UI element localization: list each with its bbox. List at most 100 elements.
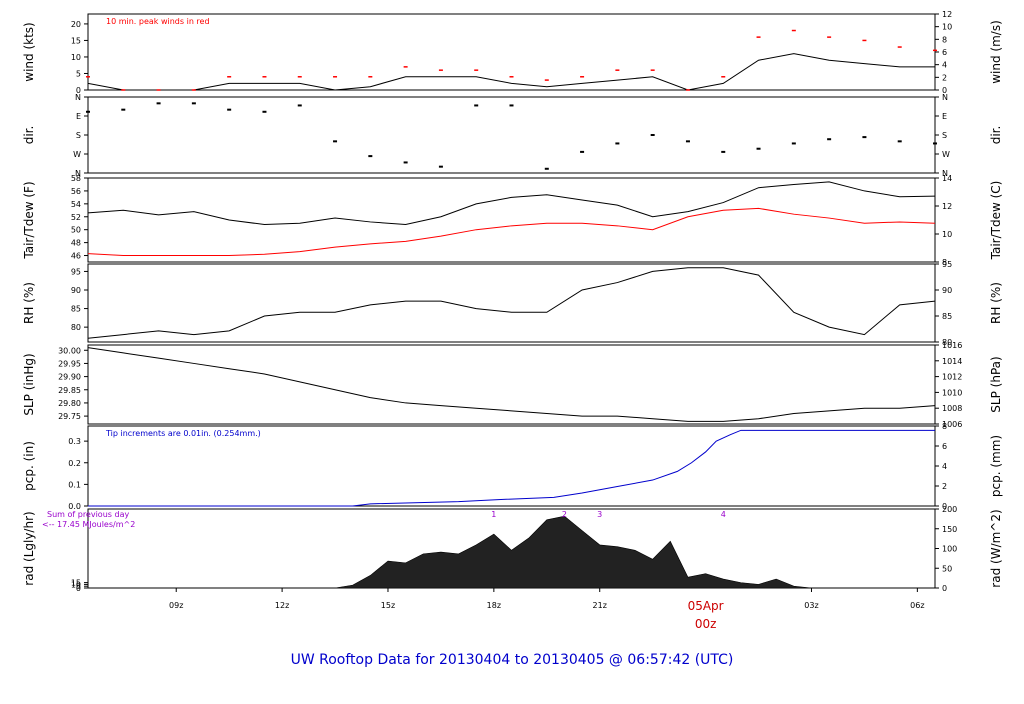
pcp-ylabel-left: pcp. (in)	[22, 441, 36, 491]
dir-point	[156, 102, 161, 105]
slp-ylabel-right: SLP (hPa)	[989, 356, 1003, 412]
rad-hour-mark: 3	[597, 510, 602, 519]
dir-left-tick-label: N	[75, 169, 81, 178]
wind-right-tick-label: 10	[942, 23, 952, 32]
rh-frame	[87, 263, 936, 343]
slp-left-tick-label: 29.75	[58, 412, 81, 421]
pcp-frame	[87, 425, 936, 507]
rad-hour-mark: 2	[562, 510, 567, 519]
wind-left-tick-label: 15	[71, 36, 81, 45]
wind-annotation: 10 min. peak winds in red	[106, 17, 210, 26]
rad-left-tick-label: 10	[71, 580, 81, 589]
slp-right-tick-label: 1010	[942, 388, 962, 397]
wind-left-tick-label: 20	[71, 20, 81, 29]
dir-point	[262, 110, 267, 113]
dir-point	[897, 140, 902, 143]
temp-series-line	[87, 207, 936, 257]
dir-point	[933, 142, 937, 145]
slp-left-tick-label: 29.85	[58, 386, 81, 395]
pcp-series-line	[88, 429, 935, 507]
slp-left-tick-label: 29.80	[58, 399, 81, 408]
pcp-right-tick-label: 8	[942, 422, 947, 431]
dir-ylabel-right: dir.	[989, 126, 1003, 145]
rh-ylabel-right: RH (%)	[989, 282, 1003, 324]
wind-frame	[87, 13, 936, 91]
dir-right-tick-label: E	[942, 112, 947, 121]
pcp-ylabel-right: pcp. (mm)	[989, 435, 1003, 497]
rad-left-tick-label: 0	[76, 584, 81, 593]
rad-note-line: Sum of previous day	[47, 510, 129, 519]
temp-series-line	[87, 181, 936, 226]
rh-left-tick-label: 95	[71, 267, 81, 276]
rad-hour-mark: 4	[721, 510, 726, 519]
temp-left-tick-label: 46	[71, 252, 81, 261]
dir-point	[685, 140, 690, 143]
rh-right-tick-label: 95	[942, 260, 952, 269]
wind-ylabel-right: wind (m/s)	[989, 20, 1003, 84]
rh-left-tick-label: 85	[71, 305, 81, 314]
dir-point	[791, 142, 796, 145]
x-tick-label: 12z	[275, 601, 289, 610]
rad-ylabel-left: rad (Lgly/hr)	[22, 511, 36, 585]
x-tick-label: 18z	[487, 601, 501, 610]
dir-point	[368, 155, 373, 158]
pcp-right-tick-label: 4	[942, 462, 947, 471]
slp-panel: 29.75 29.80 29.85 29.90 29.95 30.00 1006 1008 10…	[22, 341, 1003, 429]
rad-left-tick-label: 5	[76, 582, 81, 591]
dir-point	[650, 134, 655, 136]
wind-left-tick-label: 0	[76, 86, 81, 95]
temp-right-tick-label: 14	[942, 174, 952, 183]
rad-area	[334, 515, 812, 589]
pcp-left-tick-label: 0.0	[68, 502, 81, 511]
slp-left-tick-label: 29.90	[58, 373, 81, 382]
pcp-right-tick-label: 6	[942, 442, 947, 451]
x-tick-label: 09z	[169, 601, 183, 610]
rad-left-tick-label: 15	[71, 579, 81, 588]
rh-left-tick-label: 90	[71, 286, 81, 295]
rh-right-tick-label: 90	[942, 286, 952, 295]
temp-frame	[87, 177, 936, 263]
temp-left-tick-label: 50	[71, 226, 81, 235]
rh-right-tick-label: 85	[942, 312, 952, 321]
dir-right-tick-label: W	[942, 150, 950, 159]
wind-right-tick-label: 4	[942, 61, 947, 70]
dir-point	[333, 140, 338, 143]
slp-left-tick-label: 30.00	[58, 346, 81, 355]
date-marker-hour: 00z	[695, 617, 717, 631]
dir-point	[756, 147, 761, 150]
dir-point	[297, 104, 302, 107]
rh-right-tick-label: 80	[942, 338, 952, 347]
wind-right-tick-label: 8	[942, 35, 947, 44]
slp-right-tick-label: 1008	[942, 404, 962, 413]
rad-ylabel-right: rad (W/m^2)	[989, 509, 1003, 587]
dir-right-tick-label: N	[942, 93, 948, 102]
wind-right-tick-label: 6	[942, 48, 947, 57]
dir-point	[509, 104, 514, 107]
temp-left-tick-label: 56	[71, 187, 81, 196]
wind-panel: 0 5 10 15 20 0 2 4 6 8 10 12 wind (kts) wind (m/s) 10 …	[22, 10, 1003, 95]
slp-right-tick-label: 1012	[942, 373, 962, 382]
rad-right-tick-label: 50	[942, 564, 952, 573]
dir-point	[474, 104, 479, 107]
dir-point	[191, 102, 196, 105]
rad-right-tick-label: 0	[942, 584, 947, 593]
temp-left-tick-label: 48	[71, 239, 81, 248]
dir-left-tick-label: S	[76, 131, 81, 140]
dir-point	[615, 142, 620, 145]
pcp-left-tick-label: 0.1	[68, 480, 81, 489]
x-tick-label: 06z	[910, 601, 924, 610]
rh-ylabel-left: RH (%)	[22, 282, 36, 324]
pcp-left-tick-label: 0.3	[68, 437, 81, 446]
wind-series-line	[87, 53, 935, 91]
temp-ylabel-left: Tair/Tdew (F)	[22, 181, 36, 259]
rh-left-tick-label: 80	[71, 323, 81, 332]
dir-point	[121, 108, 126, 111]
dir-right-tick-label: S	[942, 131, 947, 140]
dir-point	[862, 136, 867, 139]
slp-ylabel-left: SLP (inHg)	[22, 353, 36, 415]
dir-point	[403, 161, 408, 164]
